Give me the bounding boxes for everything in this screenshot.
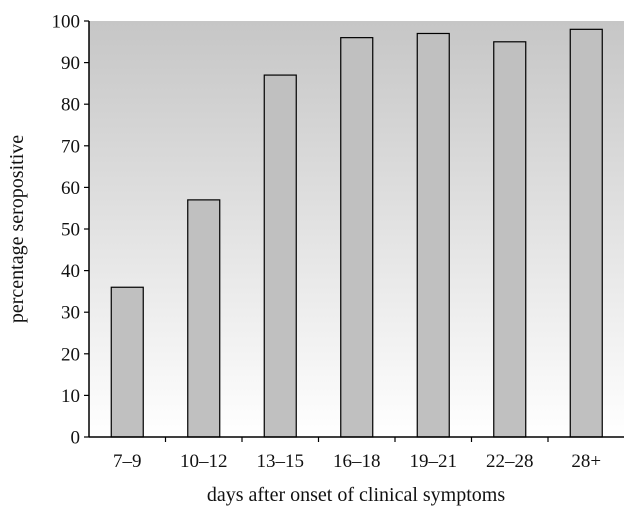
y-tick-label: 90	[61, 53, 80, 74]
x-tick-label: 10–12	[180, 451, 228, 472]
y-axis-title: percentage seropositive	[6, 135, 28, 323]
y-tick-label: 70	[61, 136, 80, 157]
y-tick-label: 20	[61, 344, 80, 365]
y-axis-ticks: 0 10 20 30 40 50 60 70 80 90 100	[52, 12, 89, 449]
x-tick-label: 28+	[571, 451, 601, 472]
y-tick-label: 0	[71, 428, 81, 449]
y-tick-label: 100	[52, 12, 81, 33]
x-axis-title: days after onset of clinical symptoms	[207, 484, 505, 506]
x-tick-label: 13–15	[257, 451, 305, 472]
y-tick-label: 30	[61, 303, 80, 324]
x-tick-label: 22–28	[486, 451, 534, 472]
x-tick-label: 7–9	[113, 451, 142, 472]
y-tick-label: 60	[61, 178, 80, 199]
x-axis-ticks: 7–9 10–12 13–15 16–18 19–21 22–28 28+	[113, 437, 601, 472]
bar	[569, 28, 603, 438]
y-tick-label: 10	[61, 386, 80, 407]
y-tick-label: 80	[61, 95, 80, 116]
x-tick-label: 16–18	[333, 451, 381, 472]
bar	[187, 199, 221, 438]
bar	[340, 37, 374, 438]
x-tick-label: 19–21	[410, 451, 458, 472]
bar	[110, 286, 144, 438]
bar-group	[110, 28, 603, 438]
bar	[263, 74, 297, 438]
bar	[416, 32, 450, 438]
bar	[493, 41, 527, 438]
y-tick-label: 50	[61, 220, 80, 241]
y-tick-label: 40	[61, 261, 80, 282]
